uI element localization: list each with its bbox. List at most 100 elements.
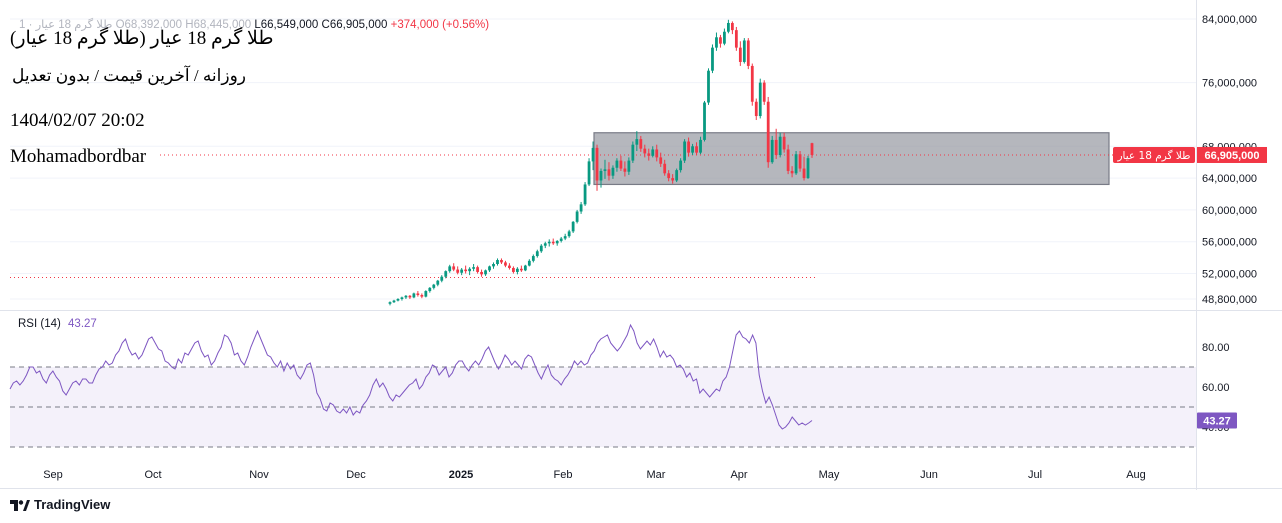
time-axis-label: Feb — [554, 469, 573, 481]
ohlc-close: C66,905,000 — [321, 19, 388, 31]
axis-tags: طلا گرم 18 عیار 66,905,000 43.27 — [1113, 146, 1267, 429]
candle-body — [516, 268, 519, 272]
candle-body — [667, 173, 671, 179]
candle-body — [404, 295, 408, 298]
time-axis: Sep Oct Nov Dec 2025 Feb Mar Apr May Jun Jul Aug — [43, 469, 1146, 481]
candle-body — [392, 300, 396, 303]
chart-datetime: 1404/02/07 20:02 — [10, 110, 145, 131]
price-tag-bg — [1197, 146, 1267, 163]
candle-body — [400, 297, 404, 299]
candle-body — [707, 70, 710, 103]
candle-body — [675, 170, 679, 181]
candle-body — [730, 22, 734, 31]
candle-body — [750, 65, 754, 102]
candle-body — [424, 291, 428, 297]
candle-body — [643, 148, 647, 154]
candle-body — [611, 167, 615, 176]
symbol-tag-bg — [1113, 146, 1195, 163]
symbol-title: طلا گرم 18 عیار (طلا گرم 18 عیار) — [10, 28, 274, 49]
candle-body — [715, 37, 718, 48]
candle-body — [539, 245, 543, 252]
candle-body — [412, 293, 416, 298]
candle-body — [555, 240, 559, 244]
candle-body — [631, 144, 635, 161]
price-lines — [10, 154, 1196, 279]
candle-body — [687, 141, 690, 153]
candle-body — [480, 271, 483, 275]
time-axis-label: Dec — [346, 469, 366, 481]
candle-body — [683, 141, 686, 161]
candle-body — [579, 204, 583, 212]
price-tick-label: 52,000,000 — [1202, 269, 1257, 281]
candle-body — [472, 267, 475, 269]
candle-body — [571, 221, 575, 232]
author-name: Mohamadbordbar — [10, 146, 147, 167]
candle-body — [468, 268, 472, 272]
candle-body — [559, 238, 563, 241]
time-axis-label: Apr — [730, 469, 747, 481]
price-tick-label: 64,000,000 — [1202, 173, 1257, 185]
candle-body — [734, 30, 738, 48]
candle-body — [543, 243, 547, 246]
candle-body — [615, 160, 619, 168]
candle-body — [452, 266, 456, 270]
time-axis-label: Mar — [647, 469, 666, 481]
price-axis: 84,000,00076,000,00068,000,00064,000,000… — [1202, 14, 1257, 306]
candle-body — [810, 143, 814, 155]
candle-body — [778, 136, 782, 156]
candle-body — [758, 82, 762, 117]
candle-body — [806, 158, 810, 179]
candle-body — [567, 231, 571, 237]
candle-body — [727, 22, 730, 32]
ohlc-high: H68,445,000 — [185, 19, 252, 31]
candle-body — [464, 269, 468, 272]
candle-body — [388, 302, 392, 304]
candle-body — [655, 149, 659, 158]
candle-body — [619, 160, 623, 169]
time-axis-label: May — [819, 469, 840, 481]
candle-body — [774, 139, 778, 156]
candle-body — [679, 160, 683, 171]
time-axis-label: Nov — [249, 469, 269, 481]
candle-body — [639, 139, 643, 149]
time-axis-label: Sep — [43, 469, 63, 481]
candle-body — [575, 211, 579, 222]
ohlc-symbol: طلا گرم 18 عیار · 1 — [19, 19, 113, 31]
candle-body — [691, 146, 694, 153]
candle-body — [563, 236, 567, 239]
candle-body — [535, 251, 539, 257]
candle-body — [504, 262, 507, 266]
rsi-tick-label: 60.00 — [1202, 382, 1230, 394]
price-tag-value: 66,905,000 — [1204, 150, 1259, 162]
chart-subtitle: روزانه / آخرین قیمت / بدون تعدیل — [12, 66, 247, 85]
candle-body — [476, 267, 479, 272]
candle-body — [512, 267, 515, 272]
candle-body — [790, 170, 794, 174]
candle-body — [663, 163, 667, 174]
candle-body — [699, 139, 702, 153]
candle-body — [695, 146, 698, 153]
candle-body — [627, 160, 631, 172]
rsi-tag-value: 43.27 — [1203, 415, 1231, 427]
time-axis-label: Oct — [144, 469, 161, 481]
tradingview-brand[interactable]: TradingView — [10, 497, 110, 512]
candle-body — [711, 47, 714, 71]
support-resistance-zone — [593, 132, 1110, 186]
candle-body — [428, 287, 432, 292]
candle-body — [786, 149, 790, 171]
candle-body — [719, 37, 722, 44]
candle-body — [508, 265, 511, 268]
candle-body — [607, 169, 611, 176]
rsi-legend: RSI (14) 43.27 — [18, 318, 97, 330]
candle-body — [599, 170, 603, 181]
ohlc-legend: طلا گرم 18 عیار · 1 O68,392,000 H68,445,… — [19, 17, 489, 31]
candle-body — [603, 169, 607, 171]
candle-body — [583, 184, 587, 205]
candle-body — [794, 154, 798, 174]
candle-body — [420, 295, 424, 297]
candle-body — [754, 101, 758, 117]
time-axis-label: Jul — [1028, 469, 1042, 481]
candle-body — [766, 101, 770, 163]
rsi-legend-value: 43.27 — [68, 318, 97, 330]
